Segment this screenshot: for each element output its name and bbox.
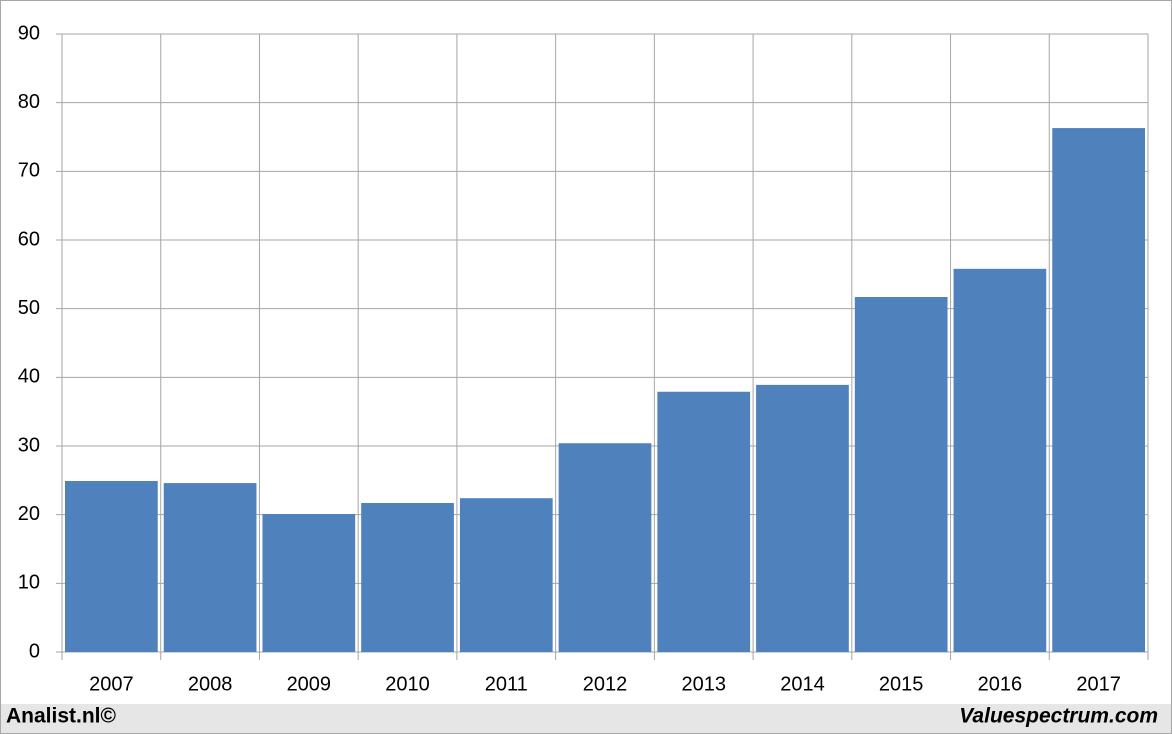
y-tick-label: 40 [18,366,40,388]
bar [558,443,652,652]
y-tick-label: 80 [18,91,40,113]
bar [65,481,158,652]
y-tick-label: 90 [18,22,40,44]
x-tick-label: 2015 [879,673,924,695]
x-tick-label: 2016 [978,673,1023,695]
y-tick-label: 50 [18,297,40,319]
bar [756,384,849,652]
x-tick-label: 2017 [1076,673,1121,695]
bar [163,483,257,652]
footer-right: Valuespectrum.com [959,705,1158,728]
x-tick-label: 2013 [681,673,726,695]
x-tick-label: 2011 [485,673,528,695]
footer-left: Analist.nl© [6,705,117,728]
bar [854,296,948,652]
footer-strip [1,704,1171,733]
y-tick-label: 60 [18,228,40,250]
y-tick-label: 20 [18,503,40,525]
y-tick-label: 0 [29,640,40,662]
x-tick-label: 2007 [89,673,134,695]
bar [262,513,356,652]
y-tick-label: 10 [18,572,40,594]
y-tick-label: 30 [18,434,40,456]
x-tick-label: 2012 [583,673,628,695]
bar [361,502,454,652]
bar [459,498,553,652]
y-tick-label: 70 [18,160,40,182]
x-tick-label: 2014 [780,673,825,695]
x-tick-label: 2009 [287,673,332,695]
bar [953,268,1047,652]
x-tick-label: 2010 [385,673,430,695]
bar [657,391,751,652]
x-tick-label: 2008 [188,673,233,695]
bar [1052,128,1145,652]
